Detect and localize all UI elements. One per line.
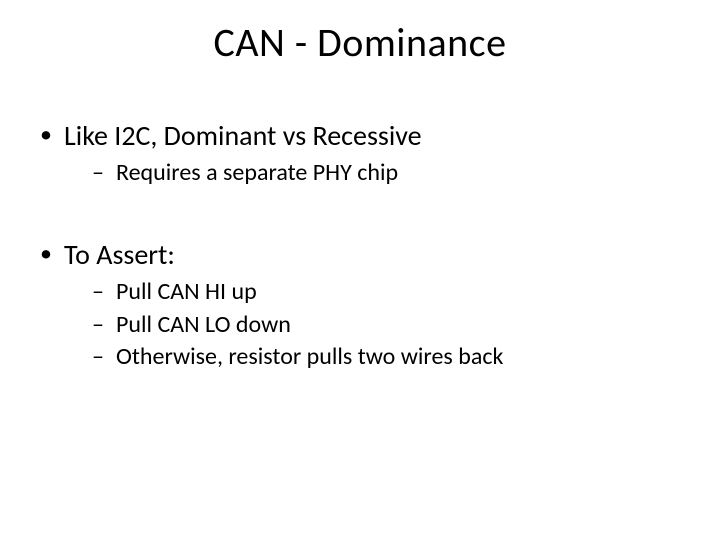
- bullet-text: Like I2C, Dominant vs Recessive: [64, 118, 422, 153]
- slide-body: Like I2C, Dominant vs Recessive Requires…: [36, 118, 684, 380]
- spacer: [36, 195, 684, 237]
- bullet-sublist: Requires a separate PHY chip: [64, 157, 684, 189]
- bullet-text: Pull CAN LO down: [116, 310, 291, 339]
- bullet-level1: To Assert: Pull CAN HI up Pull CAN LO do…: [36, 237, 684, 373]
- bullet-text: Pull CAN HI up: [116, 277, 257, 306]
- bullet-level2: Otherwise, resistor pulls two wires back: [92, 341, 684, 373]
- slide-title: CAN - Dominance: [0, 18, 720, 67]
- bullet-list: To Assert: Pull CAN HI up Pull CAN LO do…: [36, 237, 684, 373]
- bullet-level2: Requires a separate PHY chip: [92, 157, 684, 189]
- slide: CAN - Dominance Like I2C, Dominant vs Re…: [0, 0, 720, 540]
- bullet-level1: Like I2C, Dominant vs Recessive Requires…: [36, 118, 684, 189]
- bullet-sublist: Pull CAN HI up Pull CAN LO down Otherwis…: [64, 276, 684, 373]
- bullet-level2: Pull CAN LO down: [92, 309, 684, 341]
- bullet-text: To Assert:: [64, 237, 175, 272]
- bullet-text: Requires a separate PHY chip: [116, 158, 398, 187]
- bullet-level2: Pull CAN HI up: [92, 276, 684, 308]
- bullet-text: Otherwise, resistor pulls two wires back: [116, 342, 503, 371]
- bullet-list: Like I2C, Dominant vs Recessive Requires…: [36, 118, 684, 189]
